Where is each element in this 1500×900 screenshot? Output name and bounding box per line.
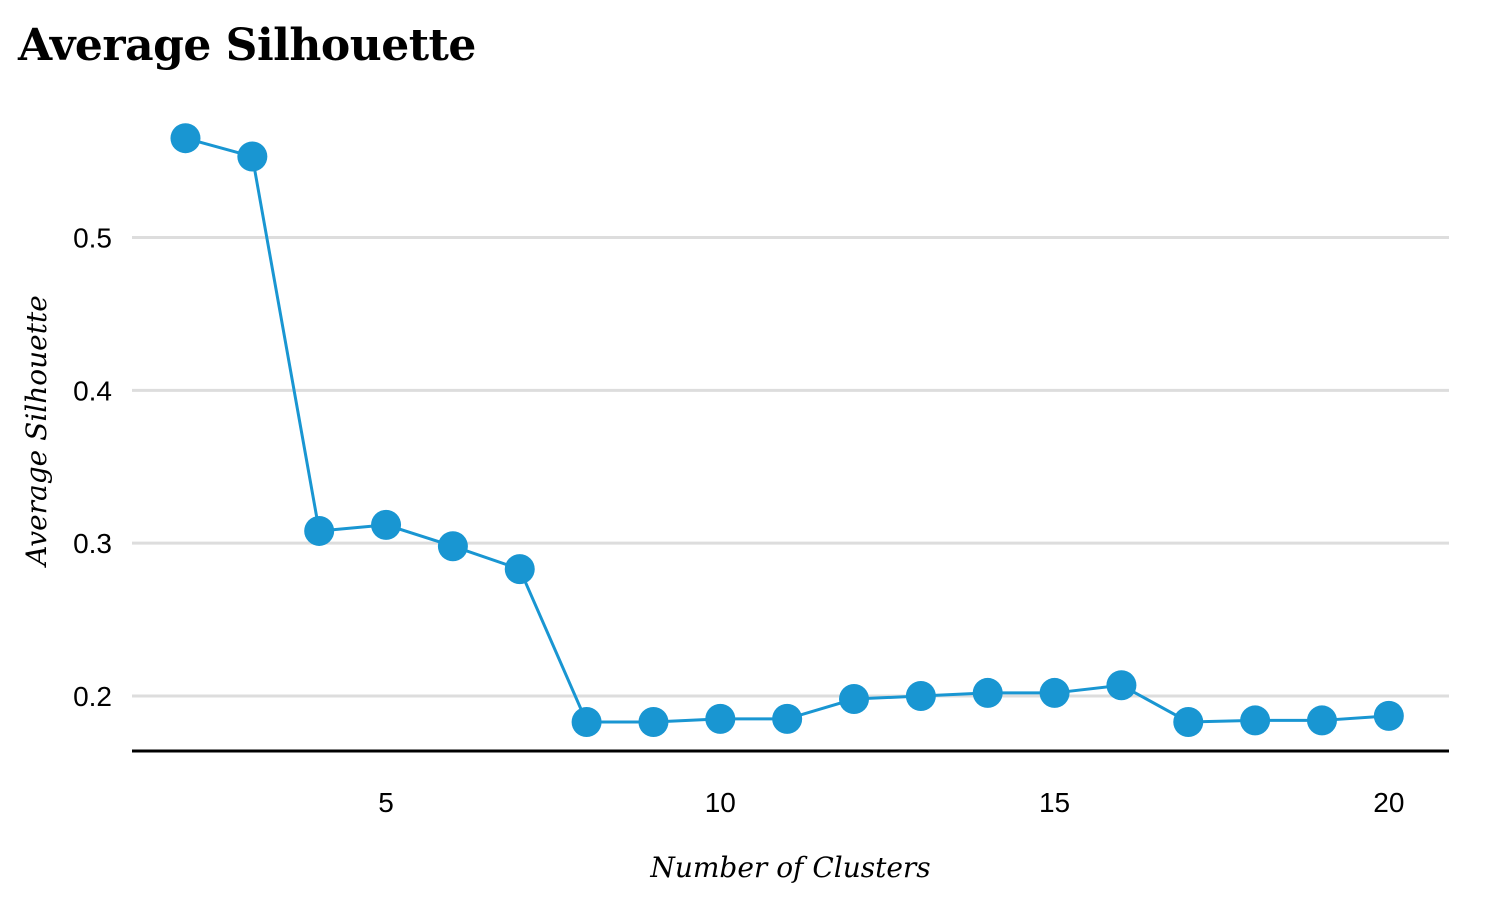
data-point (170, 123, 201, 154)
data-point (1106, 670, 1137, 701)
x-tick-label: 10 (705, 787, 736, 818)
y-tick-label: 0.4 (73, 375, 112, 406)
data-point (504, 554, 535, 585)
x-tick-label: 15 (1039, 787, 1070, 818)
x-tick-label: 5 (378, 787, 394, 818)
y-tick-label: 0.2 (73, 681, 112, 712)
data-point (1173, 706, 1204, 737)
data-point (772, 703, 803, 734)
y-tick-label: 0.3 (73, 528, 112, 559)
data-point (571, 706, 602, 737)
data-point (1373, 700, 1404, 731)
data-point (905, 680, 936, 711)
data-point (638, 706, 669, 737)
y-tick-labels: 0.2 0.3 0.4 0.5 (73, 223, 112, 712)
y-tick-label: 0.5 (73, 223, 112, 254)
data-point (1240, 705, 1271, 736)
data-point (437, 531, 468, 562)
chart-title: Average Silhouette (18, 20, 476, 71)
data-point (1306, 705, 1337, 736)
x-tick-label: 20 (1373, 787, 1404, 818)
data-point (839, 684, 870, 715)
series-line (185, 136, 1389, 724)
data-point (1039, 677, 1070, 708)
data-point (371, 509, 402, 540)
data-point (237, 141, 268, 172)
x-axis-title: Number of Clusters (649, 851, 930, 884)
series-layer (170, 123, 1404, 737)
y-axis-title: Average Silhouette (20, 295, 53, 569)
data-point (304, 515, 335, 546)
gridlines (132, 236, 1449, 698)
data-point (705, 703, 736, 734)
data-point (972, 677, 1003, 708)
x-tick-labels: 5 10 15 20 (378, 787, 1404, 818)
